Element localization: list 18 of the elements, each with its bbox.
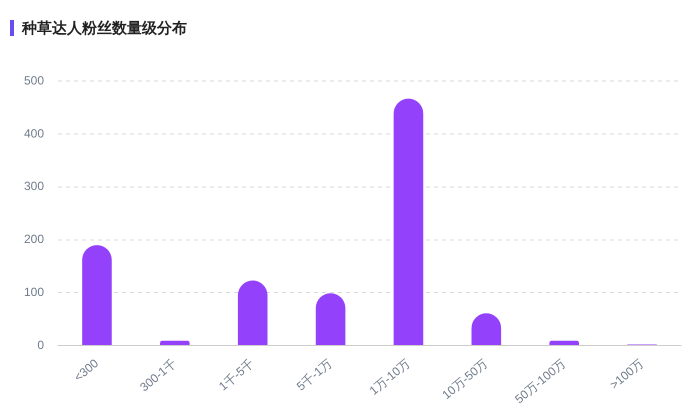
y-tick-label: 0 bbox=[37, 338, 44, 352]
x-tick-label: <300 bbox=[71, 356, 102, 384]
bar bbox=[549, 340, 579, 346]
bar bbox=[238, 280, 268, 346]
bar bbox=[82, 245, 112, 346]
y-tick-label: 300 bbox=[24, 179, 44, 194]
y-tick-label: 500 bbox=[24, 74, 44, 88]
x-tick-label: 10万-50万 bbox=[439, 356, 490, 402]
bar bbox=[394, 98, 424, 346]
x-tick-label: 5千-1万 bbox=[294, 356, 335, 394]
x-tick-label: 1千-5千 bbox=[216, 356, 257, 394]
y-tick-label: 200 bbox=[24, 232, 44, 246]
x-tick-label: 1万-10万 bbox=[366, 356, 413, 398]
chart-title: 种草达人粉丝数量级分布 bbox=[22, 18, 187, 38]
y-tick-label: 100 bbox=[24, 284, 44, 299]
bar bbox=[160, 340, 190, 346]
bar bbox=[316, 293, 346, 346]
y-tick-label: 400 bbox=[24, 126, 44, 140]
